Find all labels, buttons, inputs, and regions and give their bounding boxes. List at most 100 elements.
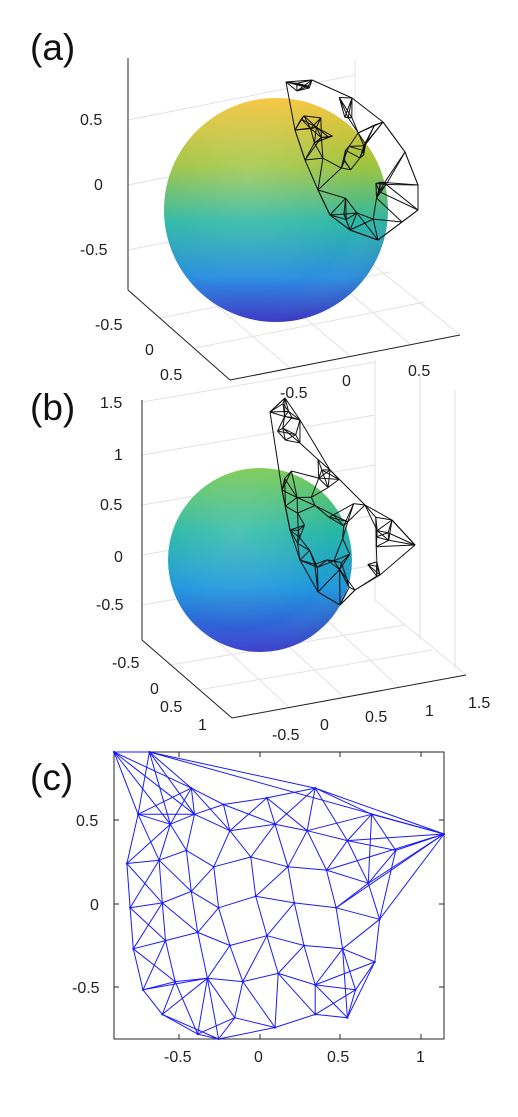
- wireframe-edge: [303, 115, 312, 129]
- wireframe-edge: [328, 516, 348, 523]
- wireframe-edge: [339, 587, 350, 606]
- mesh-edge: [126, 823, 171, 864]
- mesh-edge: [355, 961, 376, 991]
- wireframe-edge: [281, 489, 298, 498]
- mesh-edge: [186, 849, 215, 868]
- mesh-edge: [346, 961, 376, 1018]
- mesh-edge: [169, 787, 192, 825]
- wireframe-edge: [404, 151, 419, 186]
- wireframe-edge: [382, 121, 406, 153]
- mesh-edge: [266, 797, 276, 825]
- panel-a-label: (a): [30, 27, 75, 68]
- wireframe-edge: [363, 124, 376, 146]
- mesh-edge: [315, 1013, 348, 1019]
- mesh-edge: [158, 824, 171, 861]
- wireframe-edge: [375, 183, 378, 198]
- mesh-edge: [346, 989, 356, 1018]
- mesh-node: [164, 939, 167, 942]
- wireframe-edge: [322, 157, 342, 169]
- wireframe-edge: [372, 219, 379, 241]
- wireframe-edge: [377, 221, 403, 241]
- mesh-edge: [162, 1013, 198, 1035]
- mesh-node: [132, 947, 135, 950]
- mesh-edge: [342, 948, 375, 963]
- mesh-edge: [367, 883, 381, 920]
- mesh-edge: [197, 1033, 219, 1040]
- panel-b: (b) 1.5 1 0.5 0 -: [30, 360, 490, 744]
- mesh-edge: [342, 948, 356, 990]
- mesh-edge: [206, 978, 220, 1040]
- mesh-edge: [129, 907, 134, 949]
- wireframe-edge: [364, 504, 378, 531]
- wireframe-edge: [376, 519, 393, 532]
- mesh-edge: [137, 787, 192, 815]
- wireframe-edge: [314, 559, 328, 565]
- mesh-edge: [126, 859, 160, 864]
- wireframe-edge: [282, 427, 301, 444]
- wireframe-edge: [297, 543, 310, 551]
- mesh-edge: [367, 814, 373, 884]
- wireframe-edge: [284, 478, 298, 498]
- mesh-node: [217, 906, 220, 909]
- wireframe-edge: [375, 546, 378, 562]
- mesh-edge: [287, 830, 308, 868]
- mesh-node: [141, 988, 145, 991]
- panel-a-y-tick: 0: [145, 342, 154, 359]
- mesh-edge: [367, 850, 397, 884]
- mesh-edge: [306, 830, 327, 871]
- mesh-node: [346, 1016, 349, 1019]
- mesh-edge: [113, 751, 195, 815]
- wireframe-edge: [297, 543, 301, 561]
- mesh-node: [254, 895, 257, 898]
- mesh-edge: [315, 787, 445, 835]
- panel-b-z-tick: 1: [114, 447, 123, 464]
- panel-b-x-tick: 1: [425, 703, 434, 720]
- mesh-edge: [314, 948, 343, 986]
- mesh-edge: [266, 797, 308, 832]
- wireframe-edge: [376, 561, 381, 576]
- wireframe-edge: [284, 478, 286, 507]
- mesh-edge: [229, 945, 244, 982]
- wireframe-edge: [388, 539, 416, 546]
- panel-a-y-tick: 0.5: [160, 367, 182, 384]
- wireframe-edge: [310, 128, 315, 144]
- wireframe-edge: [333, 560, 341, 570]
- panel-b-sphere: [168, 468, 352, 652]
- mesh-edge: [326, 833, 445, 871]
- wireframe-edge: [317, 189, 346, 199]
- mesh-edge: [307, 813, 372, 832]
- mesh-edge: [197, 931, 231, 946]
- mesh-edge: [190, 788, 195, 815]
- wireframe-edge: [277, 427, 284, 432]
- wireframe-edge: [367, 564, 377, 567]
- wireframe-edge: [349, 229, 379, 241]
- mesh-edge: [137, 813, 171, 825]
- mesh-node: [442, 832, 446, 836]
- wireframe-edge: [353, 503, 366, 506]
- wireframe-edge: [297, 513, 299, 531]
- mesh-edge: [169, 823, 187, 851]
- mesh-edge: [206, 978, 236, 1018]
- panel-c-y-tick: 0.5: [76, 813, 98, 830]
- mesh-edge: [218, 895, 256, 909]
- wireframe-edge: [317, 560, 335, 568]
- wireframe-edge: [318, 477, 340, 480]
- mesh-edge: [229, 823, 276, 832]
- wireframe-edge: [277, 416, 286, 432]
- wireframe-edge: [269, 411, 285, 417]
- mesh-edge: [165, 931, 198, 942]
- wireframe-edge: [309, 550, 318, 568]
- wireframe-edge: [285, 497, 298, 507]
- wireframe-edge: [388, 519, 393, 541]
- mesh-node: [325, 869, 328, 872]
- wireframe-edge: [350, 157, 361, 171]
- panel-a-wireframe: [285, 79, 419, 241]
- wireframe-edge: [314, 564, 319, 593]
- panel-b-axes: [141, 400, 467, 719]
- wireframe-edge: [296, 497, 316, 507]
- mesh-edge: [126, 863, 131, 908]
- wireframe-edge: [284, 470, 292, 479]
- mesh-edge: [242, 972, 279, 983]
- wireframe-edge: [282, 427, 296, 436]
- mesh-node: [212, 865, 215, 868]
